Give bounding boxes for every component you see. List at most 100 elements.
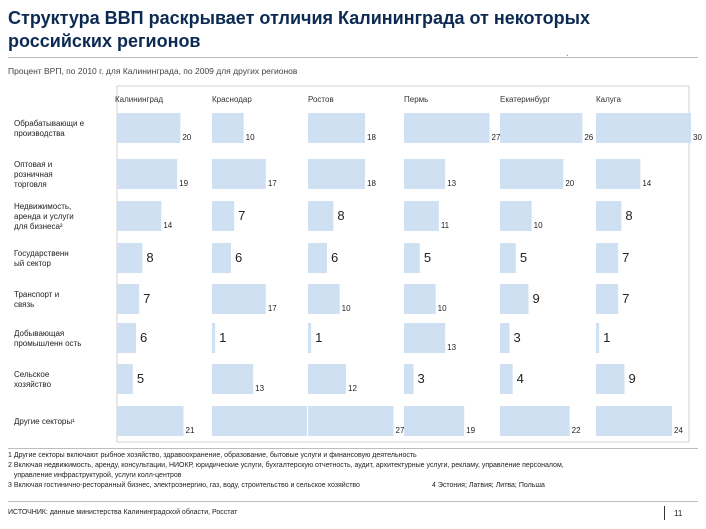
category-label: хозяйство <box>14 380 52 389</box>
bar <box>308 243 327 273</box>
decorative-mark: ˎ <box>566 46 569 56</box>
region-header: Краснодар <box>212 95 252 104</box>
category-label: Сельское <box>14 370 50 379</box>
data-label: 21 <box>186 426 195 435</box>
data-label: 3 <box>418 371 425 386</box>
bar <box>212 113 244 143</box>
bar <box>308 113 365 143</box>
data-label: 10 <box>246 133 255 142</box>
data-label: 1 <box>219 330 226 345</box>
bar <box>596 284 619 314</box>
bar <box>212 243 231 273</box>
bar <box>500 201 532 231</box>
bar <box>212 364 254 394</box>
data-label: 13 <box>447 343 456 352</box>
bar <box>117 243 143 273</box>
source-divider <box>8 501 698 502</box>
bar <box>596 364 625 394</box>
data-label: 5 <box>424 250 431 265</box>
data-label: 1 <box>603 330 610 345</box>
bar <box>596 406 672 436</box>
bar <box>404 113 490 143</box>
bar <box>404 364 414 394</box>
data-label: 27 <box>396 426 405 435</box>
category-label: торговля <box>14 180 47 189</box>
data-label: 14 <box>642 179 651 188</box>
region-header: Калуга <box>596 95 622 104</box>
bar <box>404 243 420 273</box>
data-label: 1 <box>315 330 322 345</box>
category-label: для бизнеса² <box>14 222 63 231</box>
data-label: 19 <box>179 179 188 188</box>
bar <box>212 406 307 436</box>
region-header: Ростов <box>308 95 334 104</box>
data-label: 20 <box>565 179 574 188</box>
bar <box>212 323 216 353</box>
footnote-1: 1 Другие секторы включают рыбное хозяйст… <box>8 452 417 459</box>
data-label: 7 <box>622 250 629 265</box>
data-label: 9 <box>629 371 636 386</box>
page-number: 11 <box>674 509 683 518</box>
category-label: аренда и услуги <box>14 212 74 221</box>
bar <box>117 159 178 189</box>
bar <box>117 113 181 143</box>
data-label: 26 <box>584 133 593 142</box>
data-label: 8 <box>337 208 344 223</box>
data-label: 19 <box>466 426 475 435</box>
bar <box>596 113 691 143</box>
data-label: 10 <box>342 304 351 313</box>
bar <box>117 201 162 231</box>
category-label: ый сектор <box>14 259 52 268</box>
bar <box>500 113 583 143</box>
data-label: 24 <box>674 426 683 435</box>
data-label: 5 <box>137 371 144 386</box>
bar <box>308 159 365 189</box>
source-note: ИСТОЧНИК: данные министерства Калинингра… <box>8 509 238 516</box>
bar <box>308 323 312 353</box>
data-label: 7 <box>143 291 150 306</box>
bar <box>500 243 516 273</box>
bar <box>308 201 334 231</box>
bar <box>500 364 513 394</box>
data-label: 9 <box>533 291 540 306</box>
data-label: 8 <box>625 208 632 223</box>
region-header: Калининград <box>115 95 163 104</box>
data-label: 7 <box>238 208 245 223</box>
bar <box>404 201 439 231</box>
bar <box>212 159 266 189</box>
bar <box>596 243 619 273</box>
category-label: Другие секторы¹ <box>14 417 75 426</box>
bar <box>404 284 436 314</box>
footnote-4: 4 Эстония; Латвия; Литва; Польша <box>432 482 545 489</box>
category-label: Недвижимость, <box>14 202 71 211</box>
bar <box>500 323 510 353</box>
category-label: Государственн <box>14 249 69 258</box>
region-header: Екатеринбург <box>500 95 550 104</box>
data-label: 30 <box>693 133 702 142</box>
category-label: Оптовая и <box>14 160 52 169</box>
bar <box>500 406 570 436</box>
bar <box>500 159 564 189</box>
data-label: 6 <box>140 330 147 345</box>
category-label: розничная <box>14 170 53 179</box>
bar <box>308 364 346 394</box>
data-label: 17 <box>268 304 277 313</box>
data-label: 3 <box>514 330 521 345</box>
footnote-divider <box>8 448 698 449</box>
footnote-3: 3 Включая гостинично-ресторанный бизнес,… <box>8 482 360 489</box>
data-label: 20 <box>182 133 191 142</box>
data-label: 4 <box>517 371 524 386</box>
bar <box>596 159 641 189</box>
data-label: 22 <box>572 426 581 435</box>
data-label: 7 <box>622 291 629 306</box>
category-label: Обрабатывающи е <box>14 119 85 128</box>
bar <box>212 201 235 231</box>
bar <box>117 323 136 353</box>
page-subtitle: Процент ВРП, по 2010 г. для Калининграда… <box>8 66 298 76</box>
bar <box>117 406 184 436</box>
bar <box>404 159 446 189</box>
data-label: 8 <box>146 250 153 265</box>
data-label: 18 <box>367 133 376 142</box>
data-label: 12 <box>348 384 357 393</box>
bar <box>404 323 446 353</box>
